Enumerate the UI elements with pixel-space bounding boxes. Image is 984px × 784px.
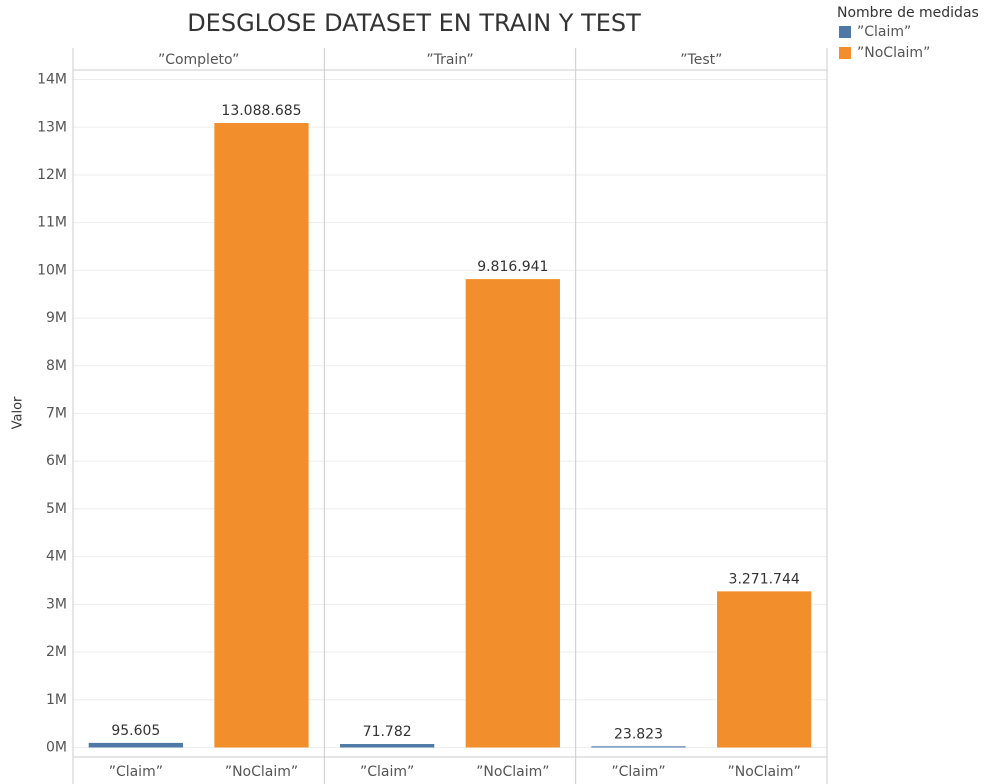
- panel-header: ”Completo”: [158, 52, 239, 68]
- x-tick-label: ”NoClaim”: [225, 764, 298, 780]
- y-tick-label: 1M: [46, 692, 67, 708]
- bar: [465, 279, 560, 748]
- y-tick-label: 7M: [46, 406, 67, 422]
- chart-title: DESGLOSE DATASET EN TRAIN Y TEST: [187, 9, 641, 37]
- y-tick-label: 6M: [46, 453, 67, 469]
- y-tick-label: 2M: [46, 644, 67, 660]
- y-tick-label: 5M: [46, 501, 67, 517]
- value-label: 23.823: [614, 726, 663, 742]
- y-tick-label: 9M: [46, 310, 67, 326]
- legend-label: ”Claim”: [857, 24, 911, 40]
- legend-swatch: [839, 47, 851, 59]
- value-label: 3.271.744: [729, 571, 800, 587]
- y-tick-label: 4M: [46, 549, 67, 565]
- legend-swatch: [839, 26, 851, 38]
- y-tick-label: 3M: [46, 596, 67, 612]
- bar: [591, 746, 686, 748]
- x-tick-label: ”Claim”: [109, 764, 163, 780]
- bar: [88, 742, 183, 748]
- y-tick-label: 13M: [37, 119, 67, 135]
- panel-header: ”Test”: [680, 52, 722, 68]
- value-label: 9.816.941: [477, 259, 548, 275]
- y-axis-label: Valor: [11, 396, 26, 429]
- bar: [717, 591, 812, 748]
- y-tick-label: 12M: [37, 167, 67, 183]
- y-tick-label: 10M: [37, 262, 67, 278]
- value-label: 13.088.685: [221, 103, 301, 119]
- bar: [340, 744, 435, 748]
- panel-header: ”Train”: [426, 52, 473, 68]
- y-tick-label: 14M: [37, 72, 67, 88]
- y-tick-label: 8M: [46, 358, 67, 374]
- legend-label: ”NoClaim”: [857, 45, 930, 61]
- x-tick-label: ”NoClaim”: [476, 764, 549, 780]
- y-tick-label: 0M: [46, 739, 67, 755]
- x-tick-label: ”NoClaim”: [728, 764, 801, 780]
- bar: [214, 123, 309, 748]
- x-tick-label: ”Claim”: [360, 764, 414, 780]
- value-label: 95.605: [111, 723, 160, 739]
- legend-title: Nombre de medidas: [837, 5, 979, 21]
- y-tick-label: 11M: [37, 215, 67, 231]
- x-tick-label: ”Claim”: [611, 764, 665, 780]
- value-label: 71.782: [363, 724, 412, 740]
